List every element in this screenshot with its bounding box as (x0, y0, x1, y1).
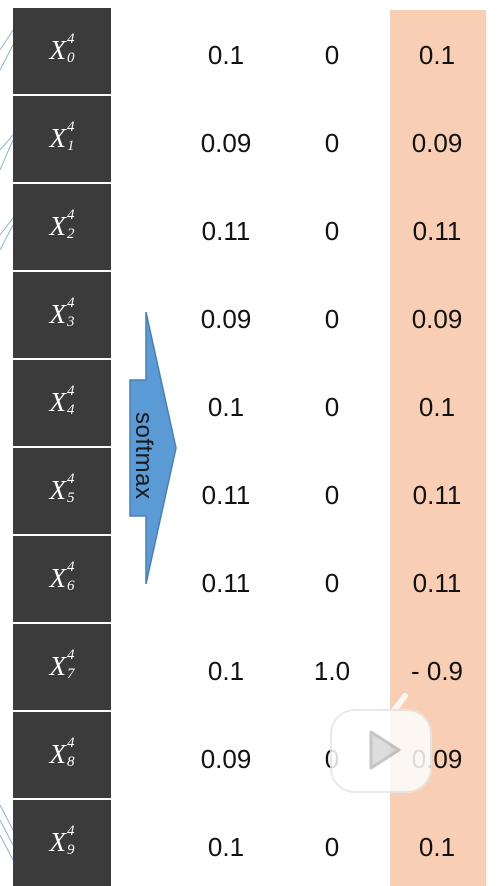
softmax-label-text: softmax (130, 412, 157, 500)
node-subscript: 1 (67, 137, 75, 154)
result-value-3: 0.09 (411, 304, 463, 334)
node-superscript: 4 (67, 382, 75, 399)
play-icon[interactable] (327, 688, 435, 798)
target-value-6: 0 (324, 568, 340, 598)
node-superscript: 4 (67, 822, 75, 839)
node-superscript: 4 (67, 206, 75, 223)
result-value-6: 0.11 (412, 568, 462, 598)
node-symbol-base: X (49, 474, 67, 505)
node-symbol-base: X (49, 738, 67, 769)
softmax-value-0: 0.1 (207, 40, 245, 70)
softmax-value-7: 0.1 (207, 656, 245, 686)
node-superscript: 4 (67, 734, 75, 751)
node-symbol-base: X (49, 298, 67, 329)
node-symbol-base: X (49, 34, 67, 65)
node-symbol-base: X (49, 386, 67, 417)
node-superscript: 4 (67, 470, 75, 487)
target-value-2: 0 (324, 216, 340, 246)
node-subscript: 8 (67, 753, 75, 770)
node-symbol-base: X (49, 210, 67, 241)
node-symbol-base: X (49, 562, 67, 593)
result-value-0: 0.1 (418, 40, 456, 70)
node-symbol-base: X (49, 122, 67, 153)
target-value-1: 0 (324, 128, 340, 158)
node-subscript: 3 (67, 313, 75, 330)
result-value-1: 0.09 (411, 128, 463, 158)
result-value-9: 0.1 (418, 832, 456, 862)
softmax-value-5: 0.11 (201, 480, 251, 510)
node-superscript: 4 (67, 646, 75, 663)
target-value-3: 0 (324, 304, 340, 334)
node-superscript: 4 (67, 294, 75, 311)
target-value-5: 0 (324, 480, 340, 510)
node-subscript: 9 (67, 841, 75, 858)
softmax-label: softmax (130, 396, 157, 516)
result-value-7: - 0.9 (410, 656, 464, 686)
node-subscript: 7 (67, 665, 75, 682)
softmax-value-1: 0.09 (200, 128, 252, 158)
result-value-5: 0.11 (412, 480, 462, 510)
target-value-4: 0 (324, 392, 340, 422)
target-value-9: 0 (324, 832, 340, 862)
node-subscript: 5 (67, 489, 75, 506)
result-value-2: 0.11 (412, 216, 462, 246)
softmax-value-4: 0.1 (207, 392, 245, 422)
softmax-value-9: 0.1 (207, 832, 245, 862)
node-symbol-base: X (49, 650, 67, 681)
node-subscript: 0 (67, 49, 75, 66)
node-superscript: 4 (67, 118, 75, 135)
target-value-0: 0 (324, 40, 340, 70)
result-value-4: 0.1 (418, 392, 456, 422)
softmax-value-6: 0.11 (201, 568, 251, 598)
node-subscript: 4 (67, 401, 75, 418)
softmax-value-8: 0.09 (200, 744, 252, 774)
node-subscript: 6 (67, 577, 75, 594)
node-superscript: 4 (67, 558, 75, 575)
softmax-value-3: 0.09 (200, 304, 252, 334)
target-value-7: 1.0 (313, 656, 351, 686)
node-superscript: 4 (67, 30, 75, 47)
node-subscript: 2 (67, 225, 75, 242)
softmax-value-2: 0.11 (201, 216, 251, 246)
softmax-arrow (129, 312, 177, 584)
node-symbol-base: X (49, 826, 67, 857)
